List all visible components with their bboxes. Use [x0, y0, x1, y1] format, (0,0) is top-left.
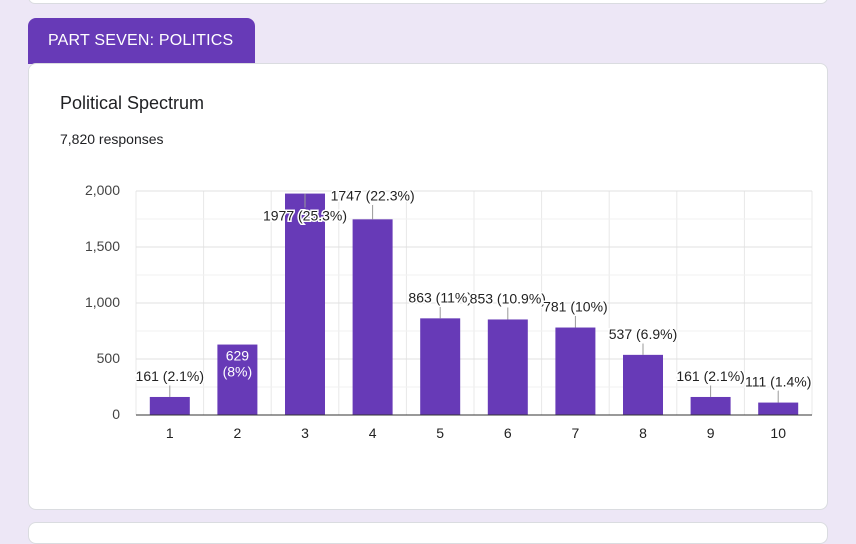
bar [758, 402, 799, 415]
x-tick-label: 5 [436, 425, 444, 441]
data-label: 629 [226, 348, 250, 364]
bar-chart: 0 500 1,000 1,500 2,000 161 (2.1%) 1 629(8%) 2 19… [85, 182, 813, 441]
data-label: 853 (10.9%) [470, 290, 546, 306]
data-label: 863 (11%) [408, 289, 472, 305]
bar [690, 396, 731, 415]
data-label: 161 (2.1%) [676, 368, 744, 384]
bar [420, 318, 461, 415]
data-label: 537 (6.9%) [609, 326, 677, 342]
x-tick-label: 10 [770, 425, 786, 441]
bar [623, 354, 663, 415]
x-tick-label: 4 [369, 425, 377, 441]
response-count: 7,820 responses [60, 131, 164, 147]
data-label: 1747 (22.3%) [331, 187, 415, 203]
y-tick-label: 1,500 [85, 238, 120, 254]
y-tick-label: 1,000 [85, 294, 120, 310]
question-title: Political Spectrum [60, 93, 205, 113]
y-tick-label: 500 [97, 350, 121, 366]
bar [217, 344, 258, 415]
section-header: PART SEVEN: POLITICS [28, 18, 255, 64]
bar [555, 327, 596, 415]
data-label: (8%) [223, 364, 253, 380]
x-tick-label: 6 [504, 425, 512, 441]
data-label: 111 (1.4%) [745, 374, 811, 390]
bar [149, 396, 190, 415]
bar [487, 319, 528, 415]
x-tick-label: 3 [301, 425, 309, 441]
next-card [28, 522, 828, 544]
y-tick-label: 0 [112, 406, 120, 422]
x-tick-label: 7 [572, 425, 580, 441]
data-label: 781 (10%) [543, 299, 608, 315]
data-label: 161 (2.1%) [136, 368, 204, 384]
x-tick-label: 2 [234, 425, 242, 441]
data-label: 1977 (25.3%) [263, 208, 347, 224]
bar [352, 219, 393, 415]
x-tick-label: 8 [639, 425, 647, 441]
bar [285, 193, 325, 415]
question-card: Political Spectrum 7,820 responses 0 500 1… [28, 63, 828, 510]
x-tick-label: 9 [707, 425, 715, 441]
x-tick-label: 1 [166, 425, 174, 441]
previous-card [28, 0, 828, 4]
y-tick-label: 2,000 [85, 182, 120, 198]
